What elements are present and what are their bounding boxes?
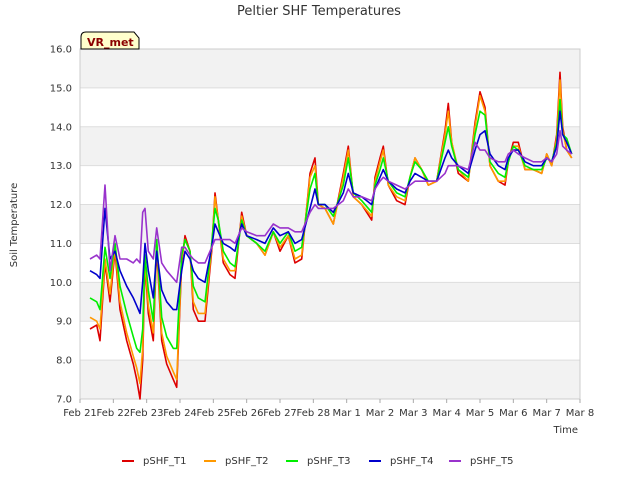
legend-item-pSHF_T4[interactable]: pSHF_T4 <box>369 456 433 467</box>
band <box>80 360 580 399</box>
plot-frame <box>79 48 581 400</box>
x-tick-label: Mar 4 <box>432 408 460 419</box>
y-tick-label: 8.0 <box>56 356 72 367</box>
legend-item-pSHF_T5[interactable]: pSHF_T5 <box>449 456 513 467</box>
legend-item-pSHF_T2[interactable]: pSHF_T2 <box>204 456 268 467</box>
x-tick-label: Mar 8 <box>566 408 594 419</box>
band <box>80 87 580 127</box>
series-line-pSHF_T5 <box>89 129 573 284</box>
x-tick-label: Feb 21 <box>63 408 97 419</box>
chart-title: Peltier SHF Temperatures <box>237 4 401 19</box>
band <box>80 243 580 283</box>
y-tick-label: 16.0 <box>50 45 72 56</box>
x-tick-label: Feb 23 <box>130 408 164 419</box>
band <box>80 282 580 322</box>
x-tick-label: Mar 6 <box>499 408 527 419</box>
series-line-pSHF_T4 <box>89 110 573 315</box>
legend-item-pSHF_T3[interactable]: pSHF_T3 <box>286 456 350 467</box>
legend-label: pSHF_T5 <box>470 456 513 467</box>
legend[interactable]: pSHF_T1 pSHF_T2 pSHF_T3 pSHF_T4 pSHF_T5 <box>122 456 513 467</box>
legend-label: pSHF_T3 <box>307 456 350 467</box>
y-tick-label: 11.0 <box>50 239 72 250</box>
band <box>80 49 580 88</box>
y-tick-label: 12.0 <box>50 200 72 211</box>
y-tick-label: 14.0 <box>50 122 72 133</box>
y-axis-ticks: 7.0 8.0 9.0 10.0 11.0 12.0 13.0 14.0 15.0 16.0 <box>50 45 72 406</box>
x-tick-label: Mar 1 <box>332 408 360 419</box>
x-tick-label: Feb 24 <box>163 408 197 419</box>
legend-label: pSHF_T1 <box>143 456 186 467</box>
y-tick-label: 13.0 <box>50 161 72 172</box>
x-tick-label: Feb 28 <box>297 408 331 419</box>
y-axis-label: Soil Temperature <box>9 183 20 268</box>
y-tick-label: 7.0 <box>56 395 72 406</box>
band <box>80 321 580 361</box>
station-badge-label: VR_met <box>87 36 134 49</box>
series-line-pSHF_T3 <box>89 98 573 354</box>
station-badge: VR_met <box>80 31 140 50</box>
x-tick-label: Feb 22 <box>97 408 131 419</box>
x-tick-label: Feb 27 <box>263 408 297 419</box>
series-lines <box>89 71 573 400</box>
x-tick-label: Feb 26 <box>230 408 264 419</box>
legend-label: pSHF_T4 <box>390 456 433 467</box>
plot-background-bands <box>80 49 580 399</box>
x-axis-label: Time <box>553 425 578 436</box>
x-tick-label: Feb 25 <box>197 408 231 419</box>
x-tick-label: Mar 5 <box>466 408 494 419</box>
x-tick-label: Mar 2 <box>366 408 394 419</box>
x-tick-label: Mar 7 <box>532 408 560 419</box>
legend-label: pSHF_T2 <box>225 456 268 467</box>
y-tick-label: 15.0 <box>50 83 72 94</box>
y-tick-label: 9.0 <box>56 317 72 328</box>
x-axis-ticks: Feb 21 Feb 22 Feb 23 Feb 24 Feb 25 Feb 26 Feb … <box>63 399 594 419</box>
band <box>80 126 580 166</box>
legend-item-pSHF_T1[interactable]: pSHF_T1 <box>122 456 186 467</box>
y-tick-label: 10.0 <box>50 278 72 289</box>
x-tick-label: Mar 3 <box>399 408 427 419</box>
